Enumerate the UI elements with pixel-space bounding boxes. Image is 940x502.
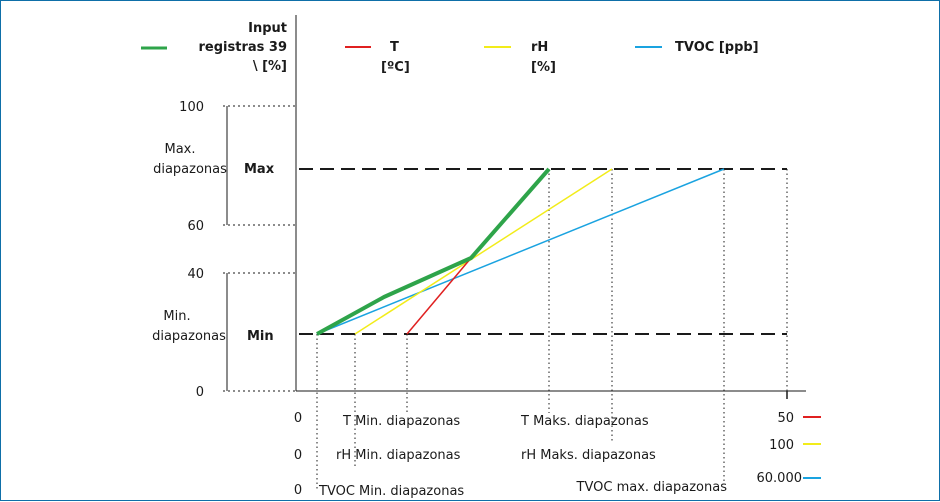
legend-input-line1: Input [248, 21, 287, 36]
min-range-label-line1: Min. [163, 309, 190, 324]
x-label-rh-max: rH Maks. diapazonas [521, 448, 656, 463]
vertical-guides [316, 169, 788, 491]
y-tick-100: 100 [179, 100, 204, 115]
scale-end-values: 50 100 60.000 [757, 411, 821, 486]
x-labels: 0 0 0 T Min. diapazonas rH Min. diapazon… [294, 411, 727, 499]
scale-end-t: 50 [777, 411, 794, 426]
x-zero-rh: 0 [294, 448, 302, 463]
max-range-label-line2: diapazonas [153, 162, 227, 177]
max-range-label-line1: Max. [164, 142, 195, 157]
t-series-line [406, 257, 472, 335]
legend-tvoc-label: TVOC [ppb] [675, 40, 759, 55]
x-label-t-min: T Min. diapazonas [342, 414, 460, 429]
legend-rh-line2: [%] [531, 60, 556, 75]
min-range-label-line2: diapazonas [152, 329, 226, 344]
input-series-line [316, 167, 551, 336]
y-tick-0: 0 [196, 385, 204, 400]
scale-end-tvoc: 60.000 [757, 471, 803, 486]
legend: Input registras 39 \ [%] T [ºC] rH [%] T… [141, 21, 759, 75]
x-label-rh-min: rH Min. diapazonas [336, 448, 461, 463]
legend-t-line1: T [390, 40, 399, 55]
x-zero-t: 0 [294, 411, 302, 426]
y-tick-60: 60 [187, 219, 204, 234]
axes [295, 15, 806, 392]
x-label-tvoc-max: TVOC max. diapazonas [576, 480, 728, 495]
scale-end-rh: 100 [769, 438, 794, 453]
tvoc-series-line [316, 168, 725, 335]
max-tag: Max [244, 162, 275, 177]
legend-rh-line1: rH [531, 40, 548, 55]
x-label-tvoc-min: TVOC Min. diapazonas [318, 484, 464, 499]
y-tick-40: 40 [187, 267, 204, 282]
legend-t-line2: [ºC] [381, 60, 410, 75]
min-tag: Min [247, 329, 274, 344]
x-label-t-max: T Maks. diapazonas [520, 414, 649, 429]
legend-input-line2: registras 39 [199, 40, 287, 55]
range-labels: Max. diapazonas Max Min. diapazonas Min [152, 142, 275, 344]
x-zero-tvoc: 0 [294, 483, 302, 498]
y-ticks: 100 60 40 0 [179, 100, 296, 400]
rh-series-line [354, 168, 613, 335]
legend-input-line3: \ [%] [253, 59, 287, 74]
